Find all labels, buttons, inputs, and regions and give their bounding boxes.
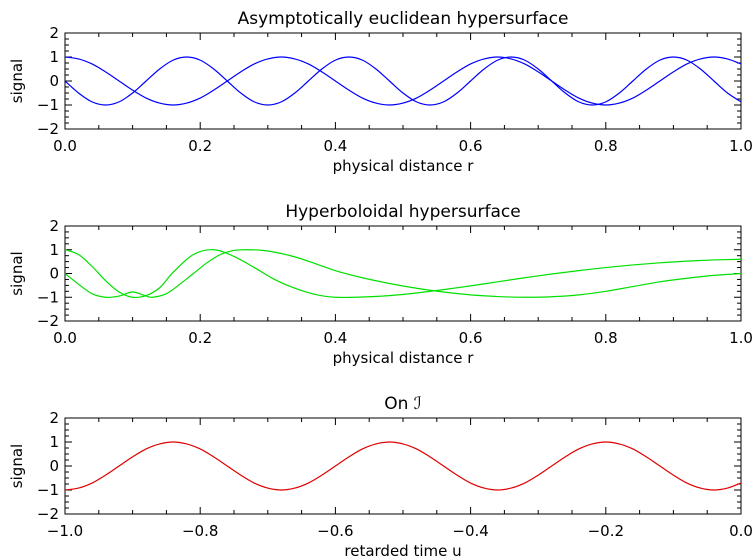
x-tick-label: 1.0 — [729, 137, 753, 155]
y-axis-label: signal — [8, 444, 26, 488]
plot-frame — [64, 32, 742, 130]
y-tick-label: 1 — [49, 433, 59, 451]
x-tick-label: 0.8 — [594, 329, 618, 347]
y-tick-label: −2 — [37, 505, 59, 523]
y-tick-label: −2 — [37, 312, 59, 330]
x-tick-label: 0.4 — [323, 137, 347, 155]
y-tick-label: 0 — [49, 457, 59, 475]
y-tick-label: 2 — [49, 217, 59, 235]
series-line-1 — [64, 249, 742, 299]
x-axis-label: retarded time u — [344, 542, 461, 560]
x-tick-label: −0.8 — [182, 522, 218, 540]
x-tick-label: 1.0 — [729, 329, 753, 347]
series-line-1 — [64, 441, 742, 491]
x-tick-label: 0.0 — [53, 137, 77, 155]
x-axis-label: physical distance r — [333, 349, 475, 367]
x-tick-label: 0.0 — [53, 329, 77, 347]
y-tick-label: 0 — [49, 72, 59, 90]
x-tick-label: −1.0 — [47, 522, 83, 540]
y-tick-label: 2 — [49, 409, 59, 427]
x-tick-label: −0.6 — [317, 522, 353, 540]
y-tick-label: −1 — [37, 96, 59, 114]
y-tick-label: −1 — [37, 481, 59, 499]
series-line-1 — [64, 56, 742, 106]
x-tick-label: 0.2 — [188, 137, 212, 155]
chart-panel-2: Hyperboloidal hypersurface 0.0 0.2 0.4 0.6 0.… — [8, 202, 753, 367]
x-tick-label: −0.2 — [588, 522, 624, 540]
chart-title: Hyperboloidal hypersurface — [285, 202, 520, 222]
series-line-2 — [64, 56, 742, 106]
x-tick-label: 0.8 — [594, 137, 618, 155]
y-axis-label: signal — [8, 59, 26, 103]
y-tick-label: −2 — [37, 120, 59, 138]
x-tick-label: 0.6 — [459, 137, 483, 155]
y-tick-label: 0 — [49, 265, 59, 283]
y-tick-label: 1 — [49, 48, 59, 66]
plot-frame — [64, 225, 742, 322]
y-tick-label: 1 — [49, 241, 59, 259]
x-tick-label: 0.2 — [188, 329, 212, 347]
x-tick-label: 0.0 — [729, 522, 753, 540]
x-tick-label: −0.4 — [452, 522, 488, 540]
plot-frame — [64, 417, 742, 515]
chart-panel-3: On ℐ −1.0 −0.8 −0.6 −0.4 −0.2 0.0 −2 −1 0 1 2 retard… — [8, 394, 753, 560]
x-tick-label: 0.6 — [459, 329, 483, 347]
y-tick-label: −1 — [37, 288, 59, 306]
chart-panel-1: Asymptotically euclidean hypersurface 0.0… — [8, 9, 753, 175]
x-axis-label: physical distance r — [333, 157, 475, 175]
x-tick-label: 0.4 — [323, 329, 347, 347]
series-line-2 — [64, 249, 742, 298]
chart-title: Asymptotically euclidean hypersurface — [238, 9, 569, 29]
y-tick-label: 2 — [49, 24, 59, 42]
chart-title: On ℐ — [384, 394, 422, 414]
y-axis-label: signal — [8, 251, 26, 295]
